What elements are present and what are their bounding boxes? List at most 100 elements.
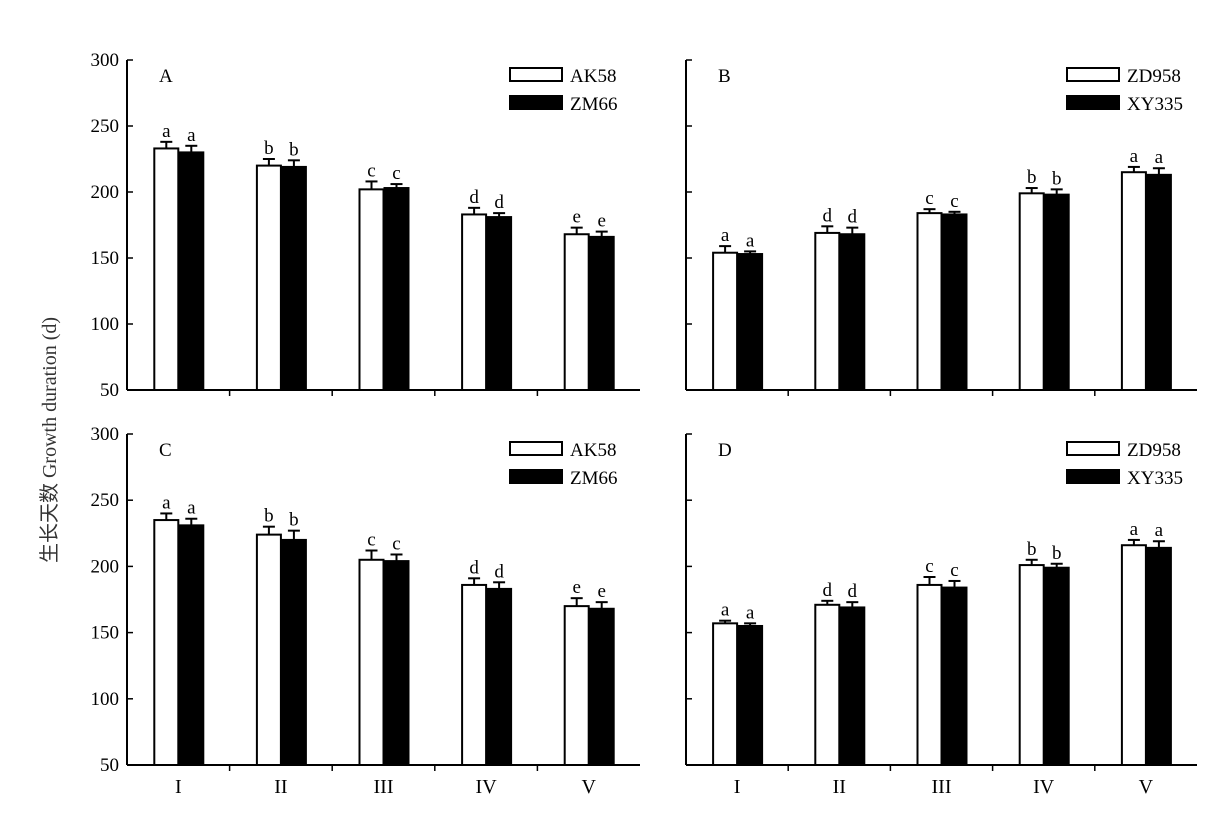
y-axis-label: 生长天数 Growth duration (d) (38, 317, 61, 563)
bar-zm66 (280, 165, 307, 391)
bar-xy335 (1043, 566, 1070, 766)
x-category-label: II (274, 776, 287, 798)
legend-label: ZD958 (1127, 440, 1181, 461)
y-tick-label: 150 (91, 623, 120, 644)
y-tick-label: 150 (91, 248, 120, 269)
significance-label: b (289, 139, 299, 160)
bar-ak58 (358, 558, 385, 767)
bar-zd958 (916, 212, 943, 391)
bar-zm66 (486, 216, 513, 391)
legend-label: AK58 (570, 440, 616, 461)
panel-label: B (718, 66, 731, 87)
bar-zm66 (588, 235, 615, 391)
significance-label: a (721, 600, 730, 621)
x-category-label: III (374, 776, 394, 798)
bar-ak58 (563, 233, 590, 391)
legend-label: AK58 (570, 66, 616, 87)
bar-zd958 (814, 603, 841, 767)
y-tick-label: 200 (91, 182, 120, 203)
significance-label: a (746, 602, 755, 623)
significance-label: d (469, 187, 479, 208)
significance-label: d (494, 561, 504, 582)
y-tick-label: 300 (91, 424, 120, 445)
bar-zd958 (1018, 192, 1045, 391)
significance-label: c (392, 163, 400, 184)
bar-zd958 (712, 622, 739, 766)
significance-label: c (392, 533, 400, 554)
bar-ak58 (358, 188, 385, 391)
x-category-label: IV (476, 776, 498, 798)
x-category-label: V (1139, 776, 1154, 798)
x-category-label: III (932, 776, 952, 798)
bar-zm66 (588, 607, 615, 766)
significance-label: e (597, 581, 605, 602)
panel-a: 50 100 150 200 250 300 a a b b c c d d e e A AK58 ZM66 (91, 50, 640, 401)
bar-xy335 (1145, 546, 1172, 767)
bar-zd958 (712, 251, 739, 391)
significance-label: d (823, 205, 833, 226)
bar-xy335 (839, 233, 866, 391)
bar-zd958 (814, 231, 841, 391)
significance-label: d (494, 192, 504, 213)
significance-label: a (746, 230, 755, 251)
bar-zm66 (178, 151, 205, 391)
panel-label: A (159, 66, 173, 87)
panel-c: 50 100 150 200 250 300 Ia a II b b III c c IV d d Ve e C AK5… (91, 424, 640, 798)
x-category-label: I (734, 776, 741, 798)
legend-swatch (1066, 95, 1120, 110)
x-category-label: IV (1033, 776, 1055, 798)
significance-label: e (572, 207, 580, 228)
significance-label: a (1130, 146, 1139, 167)
bar-xy335 (839, 606, 866, 766)
significance-label: a (721, 225, 730, 246)
legend-label: XY335 (1127, 468, 1183, 489)
y-tick-label: 250 (91, 116, 120, 137)
legend-label: ZD958 (1127, 66, 1181, 87)
significance-label: e (572, 577, 580, 598)
significance-label: b (1027, 539, 1037, 560)
bar-ak58 (255, 533, 282, 767)
significance-label: c (925, 556, 933, 577)
significance-label: a (162, 121, 171, 142)
x-category-label: I (175, 776, 182, 798)
legend-label: XY335 (1127, 94, 1183, 115)
significance-label: c (925, 188, 933, 209)
bar-zm66 (280, 538, 307, 766)
bar-ak58 (255, 164, 282, 391)
y-tick-label: 100 (91, 689, 120, 710)
y-tick-label: 50 (100, 380, 119, 401)
bar-zd958 (1120, 544, 1147, 766)
bar-xy335 (737, 253, 764, 391)
legend-swatch (509, 469, 563, 484)
legend-swatch (509, 95, 563, 110)
y-tick-label: 300 (91, 50, 120, 71)
y-tick-label: 200 (91, 556, 120, 577)
legend-swatch (1066, 67, 1120, 82)
bar-xy335 (941, 213, 968, 391)
significance-label: d (848, 581, 858, 602)
legend-swatch (509, 67, 563, 82)
bar-xy335 (1145, 173, 1172, 391)
significance-label: e (597, 211, 605, 232)
significance-label: c (950, 560, 958, 581)
panel-label: D (718, 440, 732, 461)
bar-xy335 (1043, 193, 1070, 391)
bar-zd958 (916, 583, 943, 766)
legend-label: ZM66 (570, 94, 618, 115)
y-tick-label: 100 (91, 314, 120, 335)
bar-ak58 (461, 213, 488, 391)
significance-label: a (1130, 519, 1139, 540)
legend-swatch (1066, 441, 1120, 456)
significance-label: b (264, 138, 274, 159)
significance-label: c (950, 191, 958, 212)
significance-label: b (1052, 168, 1062, 189)
significance-label: a (1155, 147, 1164, 168)
significance-label: b (289, 510, 299, 531)
bar-zm66 (486, 587, 513, 767)
legend-swatch (1066, 469, 1120, 484)
significance-label: a (162, 492, 171, 513)
x-category-label: V (581, 776, 596, 798)
y-tick-label: 50 (100, 755, 119, 776)
